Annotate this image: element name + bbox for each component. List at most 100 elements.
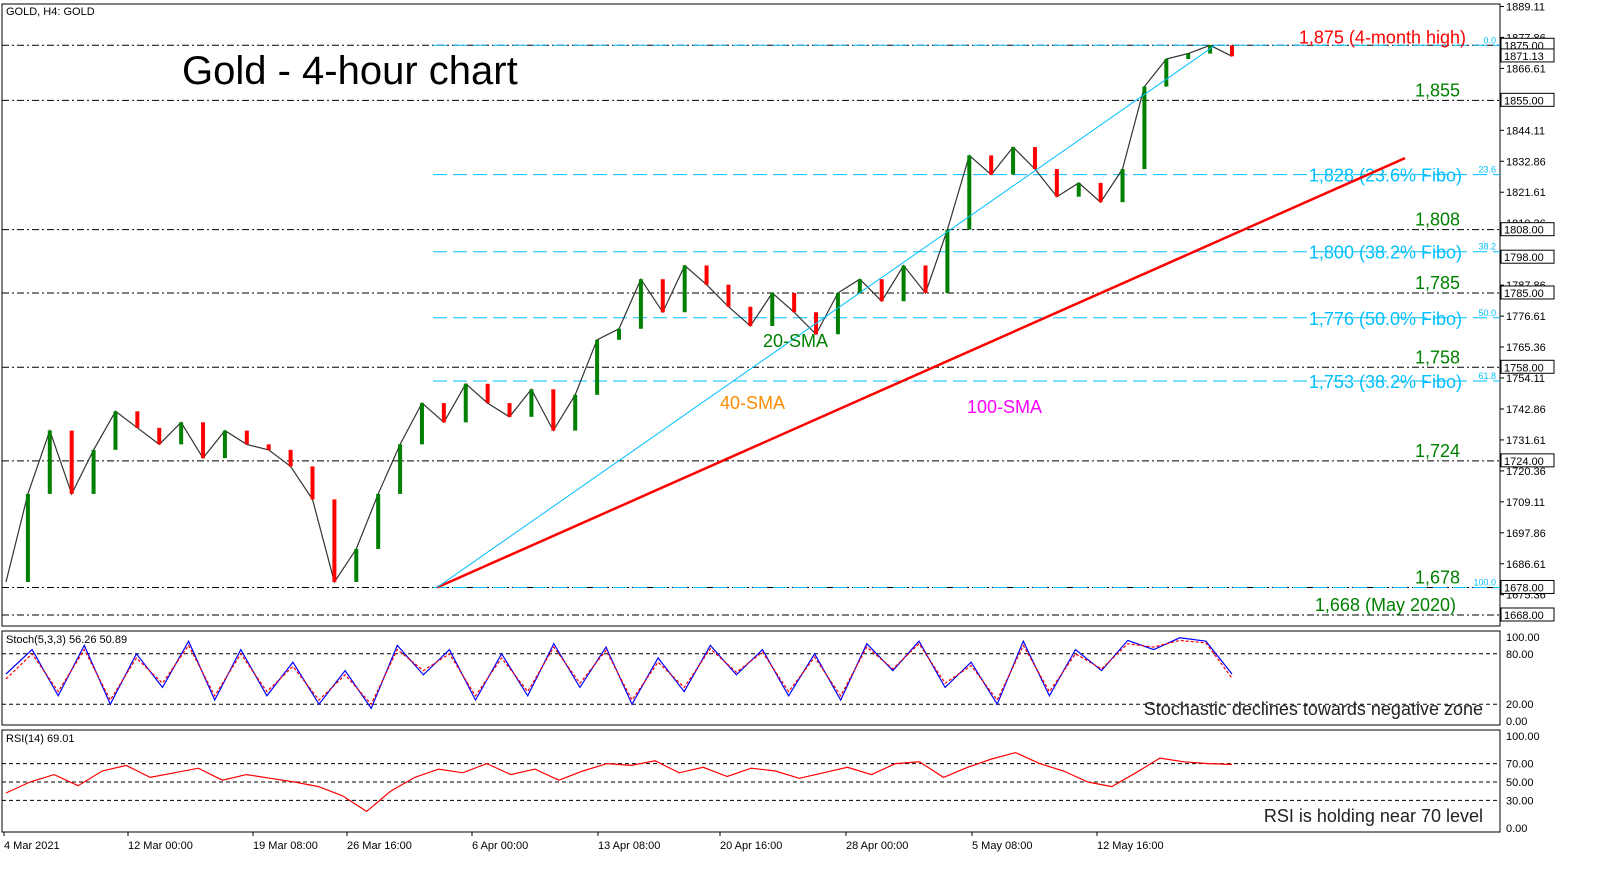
stoch-annotation: Stochastic declines towards negative zon…: [1144, 699, 1483, 719]
chart-frame: [1, 3, 1501, 833]
candle: [945, 229, 950, 293]
time-tick-label: 12 Mar 00:00: [128, 840, 193, 852]
price-tag-box: [1500, 222, 1555, 237]
candle: [201, 422, 206, 459]
candle: [1186, 53, 1191, 60]
price-tick-label: 1709.11: [1506, 497, 1545, 509]
rsi-tick-label: 100.00: [1506, 731, 1540, 743]
candle: [529, 389, 534, 417]
fibo-236-ratio: 23.6: [1478, 165, 1496, 175]
time-tick-label: 12 May 16:00: [1097, 840, 1164, 852]
candle: [1142, 86, 1147, 170]
candle: [835, 292, 840, 335]
candle: [551, 389, 556, 431]
price-tag-label: 1724.00: [1504, 456, 1544, 468]
stoch-tick-label: 0.00: [1506, 716, 1527, 728]
candle: [69, 430, 74, 494]
price-tag-label: 1808.00: [1504, 225, 1544, 237]
rsi-panel: RSI(14) 69.01 100.00 70.00 50.00 30.00 0.00 RS…: [2, 731, 1540, 835]
rsi-tick-label: 30.00: [1506, 795, 1534, 807]
candle: [1098, 182, 1103, 203]
annotations: 1,875 (4-month high) 1,855 1,808 1,785 1,758…: [720, 27, 1466, 615]
stoch-series-main: [5, 637, 1233, 710]
rsi-tick-label: 0.00: [1506, 823, 1527, 835]
price-tag-label: 1758.00: [1504, 362, 1544, 374]
candle: [660, 279, 665, 313]
stoch-tick-label: 80.00: [1506, 649, 1534, 661]
candle: [1230, 45, 1234, 57]
candle: [463, 383, 468, 423]
horizontal-levels: [2, 44, 1500, 616]
candle: [726, 284, 731, 307]
fibonacci-levels: 0.0 23.6 1,828 (23.6% Fibo) 38.2 1,800 (38.2…: [433, 35, 1500, 588]
candle: [244, 430, 249, 445]
candle: [179, 422, 184, 445]
price-tag-box: [1500, 48, 1555, 63]
time-tick-label: 26 Mar 16:00: [347, 840, 412, 852]
candle: [1120, 169, 1125, 203]
candle: [332, 499, 337, 582]
indicator-label-40-sma: 40-SMA: [720, 393, 785, 413]
fibo-500-ratio: 50.0: [1478, 308, 1496, 318]
price-tick-label: 1720.36: [1506, 466, 1546, 478]
candle: [1076, 182, 1081, 197]
price-tag-label: 1871.13: [1504, 51, 1544, 63]
price-tick-label: 1697.86: [1506, 528, 1546, 540]
price-axis: 1889.111877.861866.611855.361844.111832.…: [1500, 1, 1555, 622]
fibo-382-label: 1,800 (38.2% Fibo): [1309, 243, 1462, 263]
candle: [288, 449, 293, 467]
fibo-618-ratio: 61.8: [1478, 371, 1496, 381]
level-1758-label: 1,758: [1415, 347, 1460, 367]
candle: [682, 265, 687, 313]
time-tick-label: 5 May 08:00: [972, 840, 1033, 852]
candle: [857, 279, 862, 293]
level-1678-label: 1,678: [1415, 567, 1460, 587]
time-tick-label: 28 Apr 00:00: [846, 840, 908, 852]
price-close-line: [5, 44, 1233, 584]
price-tick-label: 1889.11: [1506, 1, 1545, 13]
price-tick-label: 1832.86: [1506, 156, 1546, 168]
stoch-tick-label: 20.00: [1506, 699, 1534, 711]
candle: [704, 265, 709, 285]
candle: [989, 155, 994, 175]
candle: [748, 306, 753, 327]
candle: [222, 430, 227, 459]
level-1668-label: 1,668 (May 2020): [1315, 595, 1456, 615]
time-tick-label: 20 Apr 16:00: [720, 840, 782, 852]
main-panel-frame: [1, 3, 1501, 627]
candle: [441, 403, 446, 423]
time-tick-label: 19 Mar 08:00: [253, 840, 318, 852]
rsi-label: RSI(14) 69.01: [6, 733, 74, 745]
candle: [1208, 45, 1213, 54]
price-tag-box: [1500, 359, 1555, 374]
rsi-panel-frame: [1, 729, 1501, 833]
stoch-tick-label: 100.00: [1506, 632, 1540, 644]
rsi-series-RSI: [5, 751, 1233, 813]
fibo-382-ratio: 38.2: [1478, 242, 1496, 252]
candle: [1032, 147, 1037, 170]
price-tag-label: 1668.00: [1504, 610, 1544, 622]
candle: [1054, 169, 1059, 197]
price-tag-box: [1500, 92, 1555, 107]
price-tick-label: 1754.11: [1506, 373, 1545, 385]
candle: [25, 493, 30, 582]
candle: [1011, 147, 1016, 175]
level-1808-label: 1,808: [1415, 210, 1460, 230]
candle: [485, 383, 490, 404]
time-tick-label: 13 Apr 08:00: [598, 840, 660, 852]
price-tick-label: 1742.86: [1506, 404, 1546, 416]
candle: [792, 292, 797, 313]
price-tick-label: 1765.36: [1506, 342, 1546, 354]
level-1724-label: 1,724: [1415, 441, 1460, 461]
fibo-0-ratio: 0.0: [1483, 35, 1496, 45]
price-tag-box: [1500, 607, 1555, 622]
ascending-trendline: [436, 156, 1406, 589]
candle: [398, 444, 403, 494]
candle: [595, 339, 600, 395]
price-series: [5, 44, 1406, 589]
price-tag-box: [1500, 285, 1555, 300]
price-tag-box: [1500, 453, 1555, 468]
candle: [310, 466, 315, 500]
rsi-tick-label: 70.00: [1506, 759, 1534, 771]
